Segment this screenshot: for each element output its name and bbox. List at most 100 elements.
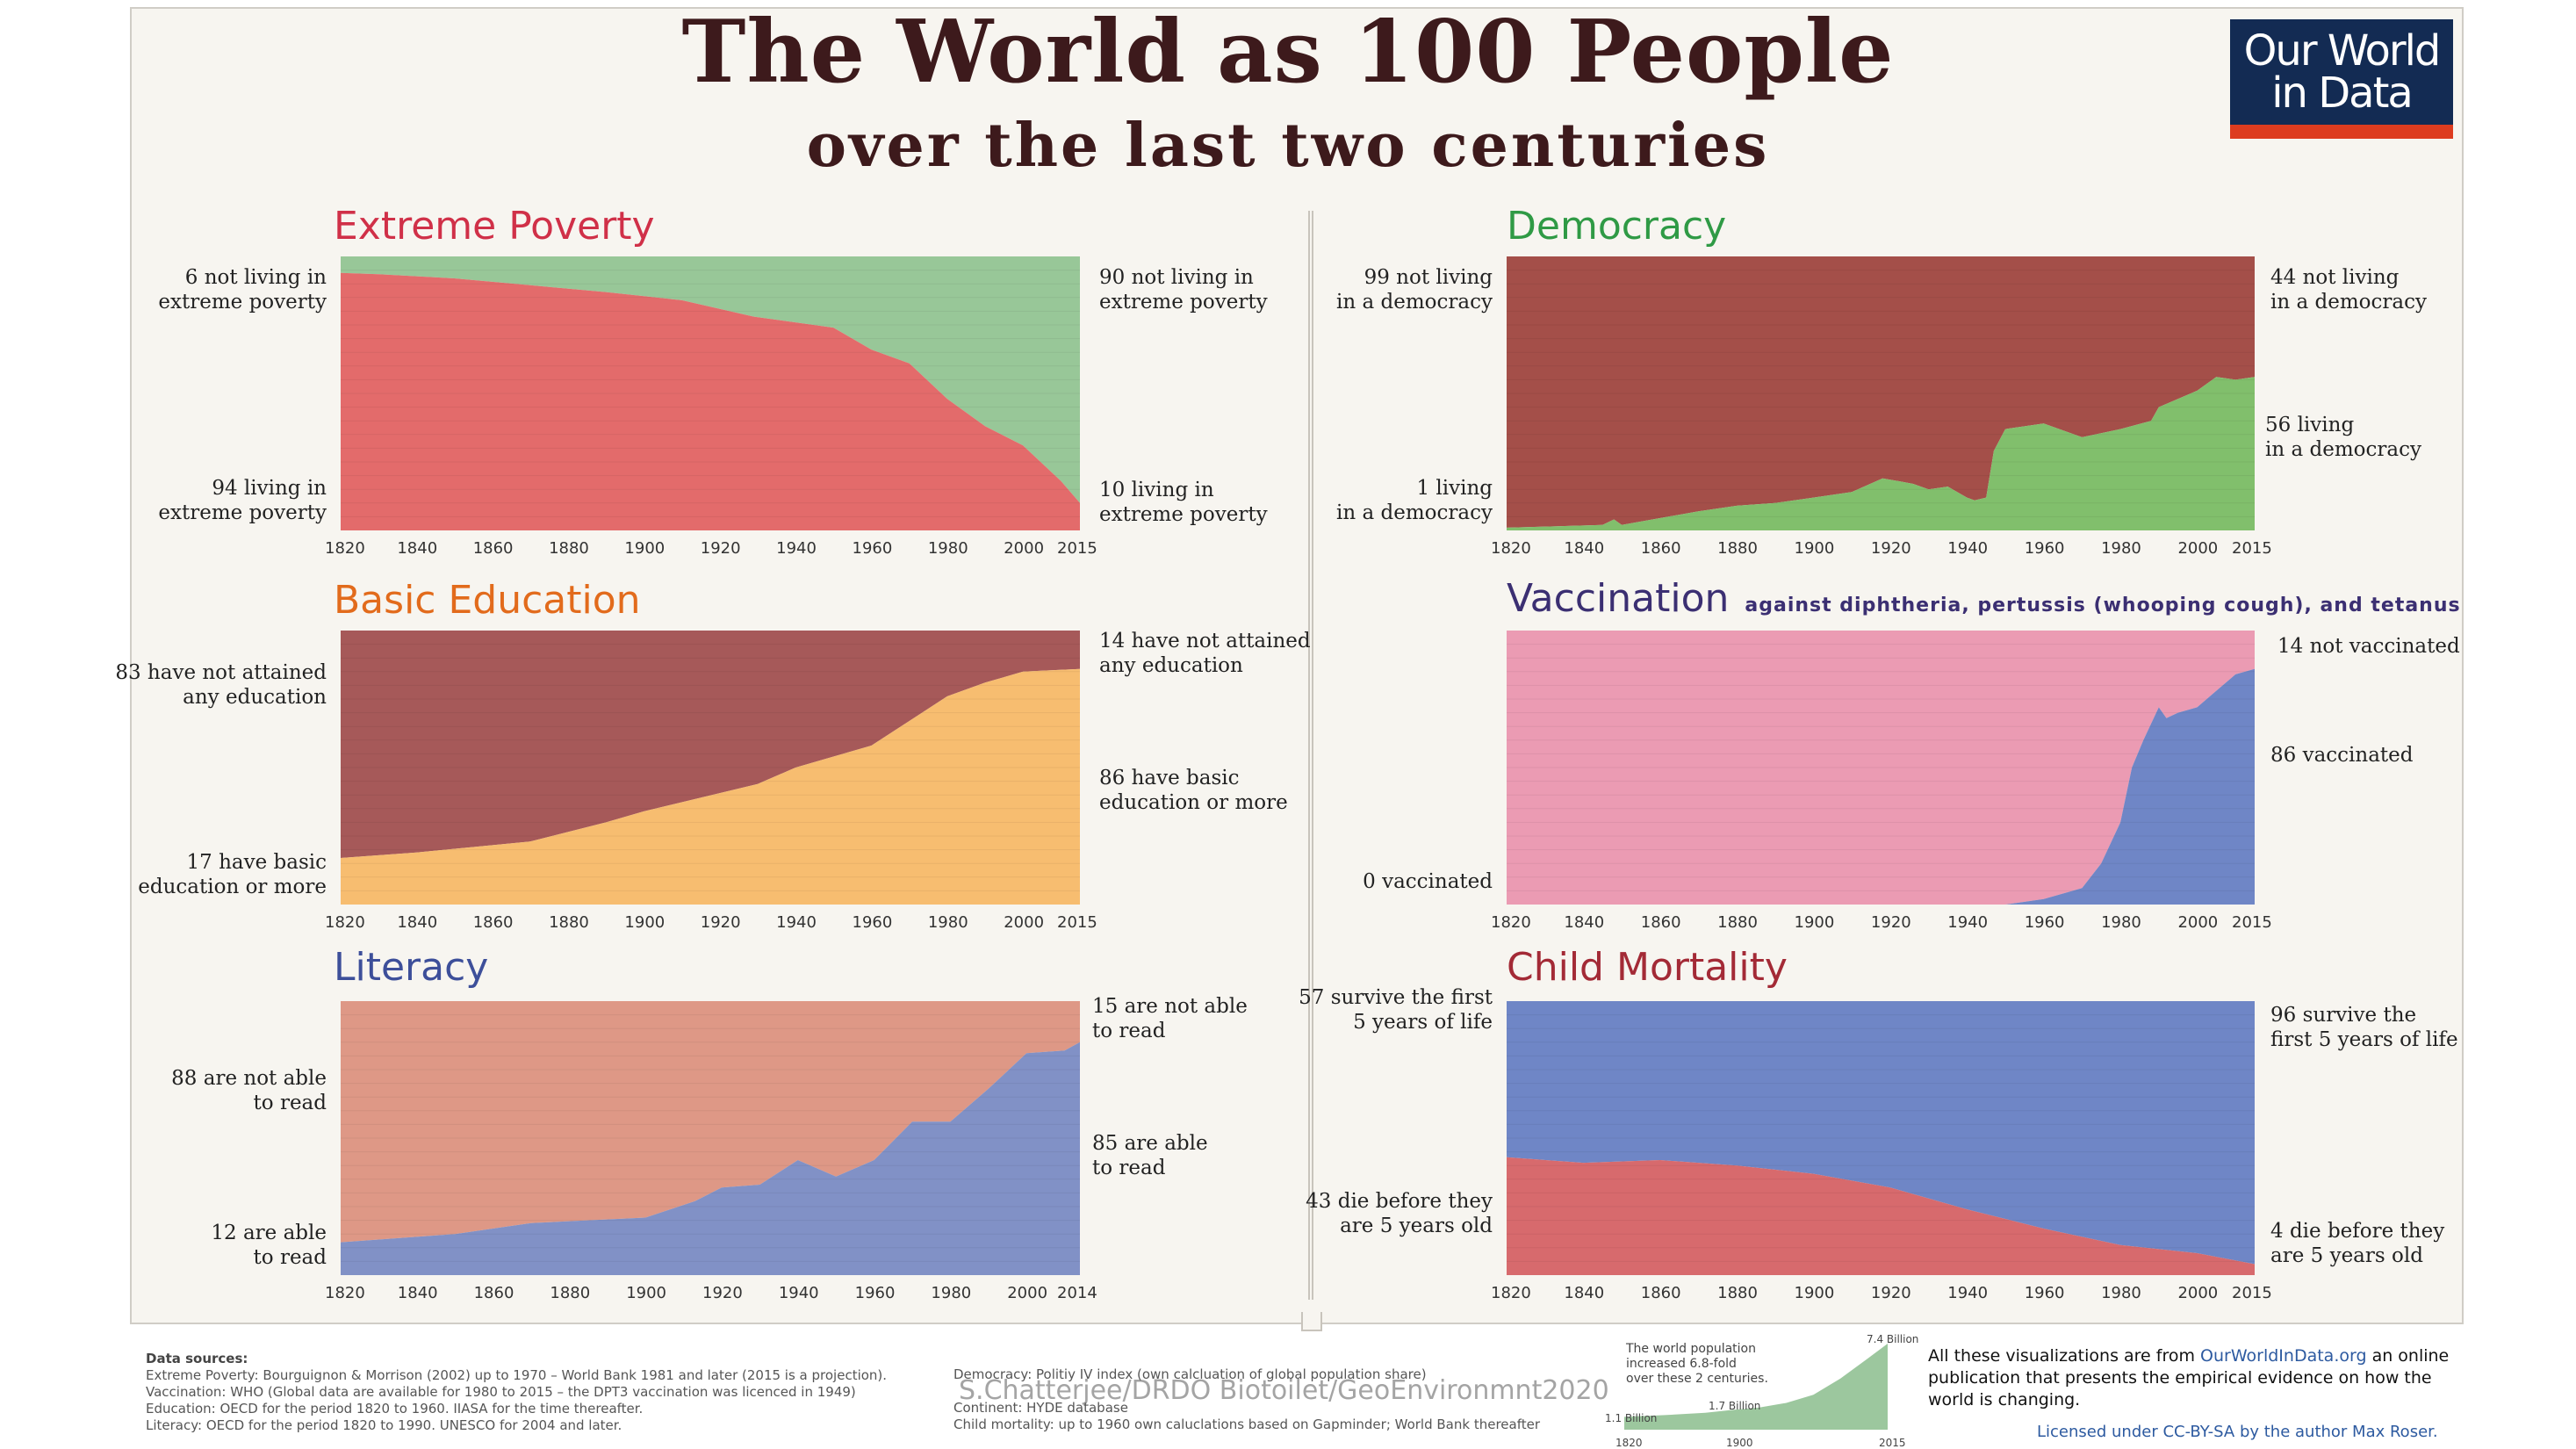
left-label-top: 83 have not attained any education (115, 661, 327, 709)
page-subtitle: over the last two centuries (806, 111, 1770, 181)
chart-title-text: Vaccination (1507, 576, 1730, 621)
x-tick-label: 2014 (1057, 1284, 1097, 1302)
data-sources-right: Democracy: Politiy IV index (own calclua… (953, 1366, 1540, 1433)
chart-title-text: Basic Education (334, 578, 641, 623)
population-label-mid: 1.7 Billion (1709, 1400, 1761, 1412)
about-prefix: All these visualizations are from (1928, 1346, 2201, 1366)
area-education-upper (341, 631, 1080, 858)
right-label-bottom: 85 are able to read (1092, 1132, 1208, 1179)
owid-link[interactable]: OurWorldInData.org (2200, 1346, 2367, 1366)
source-line: Child mortality: up to 1960 own caluclat… (953, 1417, 1541, 1432)
left-label-bottom: 1 living in a democracy (1336, 477, 1493, 524)
data-sources-left: Data sources: Extreme Poverty: Bourguign… (146, 1351, 887, 1434)
page-title: The World as 100 People (681, 2, 1895, 103)
chart-title-text: Child Mortality (1507, 945, 1788, 990)
right-label-bottom: 86 have basic education or more (1099, 767, 1288, 814)
x-tick-label: 1840 (1564, 913, 1605, 932)
x-tick-label: 1900 (624, 539, 666, 558)
left-label-bottom: 43 die before they are 5 years old (1306, 1190, 1493, 1237)
x-tick-label: 1820 (1491, 913, 1531, 932)
left-label-top: 6 not living in extreme poverty (158, 266, 327, 314)
x-tick-label: 1900 (1794, 1284, 1835, 1302)
x-tick-label: 1940 (778, 1284, 819, 1302)
x-tick-label: 1880 (550, 1284, 591, 1302)
left-label-bottom: 94 living in extreme poverty (158, 477, 327, 524)
population-x-tick: 1900 (1726, 1437, 1753, 1449)
chart-title-literacy: Literacy (334, 945, 488, 990)
left-label-top: 57 survive the first 5 years of life (1299, 986, 1493, 1034)
area-mortality-lower (1507, 1157, 2255, 1275)
plot-literacy (341, 1001, 1080, 1275)
chart-title-democracy: Democracy (1507, 204, 1726, 249)
source-line: Democracy: Politiy IV index (own calclua… (953, 1366, 1427, 1382)
x-tick-label: 1820 (1491, 1284, 1531, 1302)
population-mini-chart (1624, 1344, 1888, 1430)
x-tick-label: 1920 (702, 1284, 743, 1302)
column-divider-foot (1301, 1312, 1322, 1331)
x-tick-label: 1940 (776, 539, 817, 558)
x-tick-label: 1920 (1870, 1284, 1911, 1302)
plot-poverty (341, 256, 1080, 530)
logo-accent-bar (2230, 125, 2453, 139)
x-tick-label: 1880 (549, 913, 589, 932)
x-tick-label: 1920 (700, 539, 741, 558)
owid-logo[interactable]: Our World in Data (2230, 19, 2453, 139)
x-tick-label: 1900 (1794, 913, 1835, 932)
data-sources-heading: Data sources: (146, 1351, 248, 1366)
x-tick-label: 1920 (700, 913, 741, 932)
x-tick-label: 2015 (2232, 539, 2272, 558)
x-tick-label: 1820 (325, 913, 365, 932)
left-label-top: 99 not living in a democracy (1336, 266, 1493, 314)
x-tick-label: 2000 (1004, 539, 1045, 558)
area-poverty-lower (341, 272, 1080, 530)
right-label-bottom: 10 living in extreme poverty (1099, 479, 1268, 526)
area-mortality-upper (1507, 1001, 2255, 1265)
x-tick-label: 1960 (854, 1284, 896, 1302)
x-tick-label: 1820 (1491, 539, 1531, 558)
x-tick-label: 1980 (931, 1284, 972, 1302)
about-suffix: an online publication that presents the … (1928, 1346, 2450, 1409)
population-x-tick: 1820 (1615, 1437, 1643, 1449)
x-tick-label: 2000 (2177, 1284, 2219, 1302)
x-tick-label: 1860 (472, 539, 514, 558)
right-label-middle: 56 living in a democracy (2265, 414, 2421, 461)
right-label-middle: 86 vaccinated (2270, 744, 2414, 767)
x-tick-label: 1860 (1640, 539, 1681, 558)
right-label-top: 14 not vaccinated (2277, 635, 2460, 658)
source-line: Continent: HYDE database (953, 1400, 1128, 1416)
population-x-tick: 2015 (1879, 1437, 1906, 1449)
chart-title-mortality: Child Mortality (1507, 945, 1788, 990)
x-tick-label: 2015 (1057, 539, 1097, 558)
x-tick-label: 1840 (397, 913, 438, 932)
x-tick-label: 1880 (549, 539, 589, 558)
about-text: All these visualizations are from OurWor… (1928, 1345, 2472, 1411)
area-literacy-upper (341, 1001, 1080, 1243)
left-label-bottom: 17 have basic education or more (138, 851, 327, 898)
x-tick-label: 1960 (2024, 1284, 2065, 1302)
x-tick-label: 1900 (626, 1284, 667, 1302)
population-area (1624, 1344, 1888, 1430)
license-text[interactable]: Licensed under CC-BY-SA by the author Ma… (2037, 1423, 2438, 1441)
area-poverty-upper (341, 256, 1080, 503)
x-tick-label: 1980 (927, 913, 968, 932)
area-literacy-lower (341, 1042, 1080, 1275)
population-label-end: 7.4 Billion (1867, 1333, 1919, 1345)
right-label-top: 90 not living in extreme poverty (1099, 266, 1268, 314)
x-tick-label: 1980 (2101, 1284, 2141, 1302)
chart-title-text: Extreme Poverty (334, 204, 655, 249)
x-tick-label: 1940 (1947, 539, 1989, 558)
x-tick-label: 1840 (397, 539, 438, 558)
source-line: Literacy: OECD for the period 1820 to 19… (146, 1417, 622, 1433)
area-democracy-lower (1507, 377, 2255, 530)
watermark-text: S.Chatterjee/DRDO Biotoilet/GeoEnvironmn… (959, 1375, 1609, 1406)
x-tick-label: 1880 (1717, 1284, 1758, 1302)
x-tick-label: 1980 (927, 539, 968, 558)
area-democracy-upper (1507, 256, 2255, 528)
x-tick-label: 1900 (1794, 539, 1835, 558)
x-tick-label: 1860 (1640, 1284, 1681, 1302)
x-tick-label: 1840 (1564, 539, 1605, 558)
x-tick-label: 1860 (1640, 913, 1681, 932)
plot-education (341, 631, 1080, 905)
x-tick-label: 1880 (1717, 539, 1758, 558)
population-label-start: 1.1 Billion (1605, 1412, 1658, 1424)
